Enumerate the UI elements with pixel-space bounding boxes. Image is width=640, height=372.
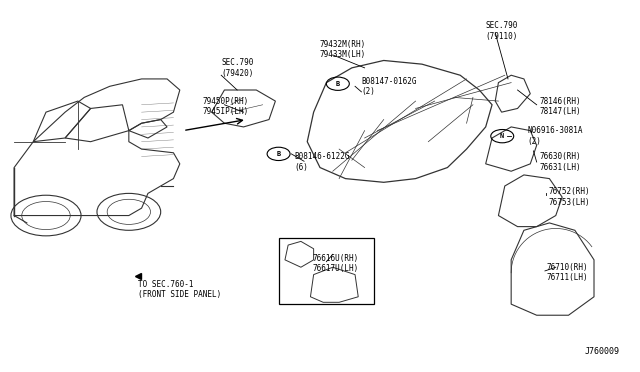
Text: 76630(RH)
76631(LH): 76630(RH) 76631(LH)	[540, 152, 582, 172]
Text: 79432M(RH)
79433M(LH): 79432M(RH) 79433M(LH)	[320, 40, 366, 59]
Text: N: N	[500, 133, 504, 139]
Text: SEC.790
(79110): SEC.790 (79110)	[486, 21, 518, 41]
Text: B: B	[276, 151, 281, 157]
Text: B: B	[336, 81, 340, 87]
Text: SEC.790
(79420): SEC.790 (79420)	[221, 58, 253, 77]
Text: 79450P(RH)
7945IP(LH): 79450P(RH) 7945IP(LH)	[202, 97, 248, 116]
Text: TO SEC.760-1
(FRONT SIDE PANEL): TO SEC.760-1 (FRONT SIDE PANEL)	[138, 280, 221, 299]
Text: 78146(RH)
78147(LH): 78146(RH) 78147(LH)	[540, 97, 582, 116]
Text: 76710(RH)
76711(LH): 76710(RH) 76711(LH)	[546, 263, 588, 282]
Text: B08147-0162G
(2): B08147-0162G (2)	[362, 77, 417, 96]
Text: N06916-3081A
(2): N06916-3081A (2)	[527, 126, 582, 146]
Text: B08146-6122G
(6): B08146-6122G (6)	[294, 152, 350, 172]
Text: 76752(RH)
76753(LH): 76752(RH) 76753(LH)	[548, 187, 589, 207]
Text: 76616U(RH)
76617U(LH): 76616U(RH) 76617U(LH)	[312, 254, 358, 273]
Bar	[278, 238, 374, 304]
Text: J760009: J760009	[584, 347, 620, 356]
